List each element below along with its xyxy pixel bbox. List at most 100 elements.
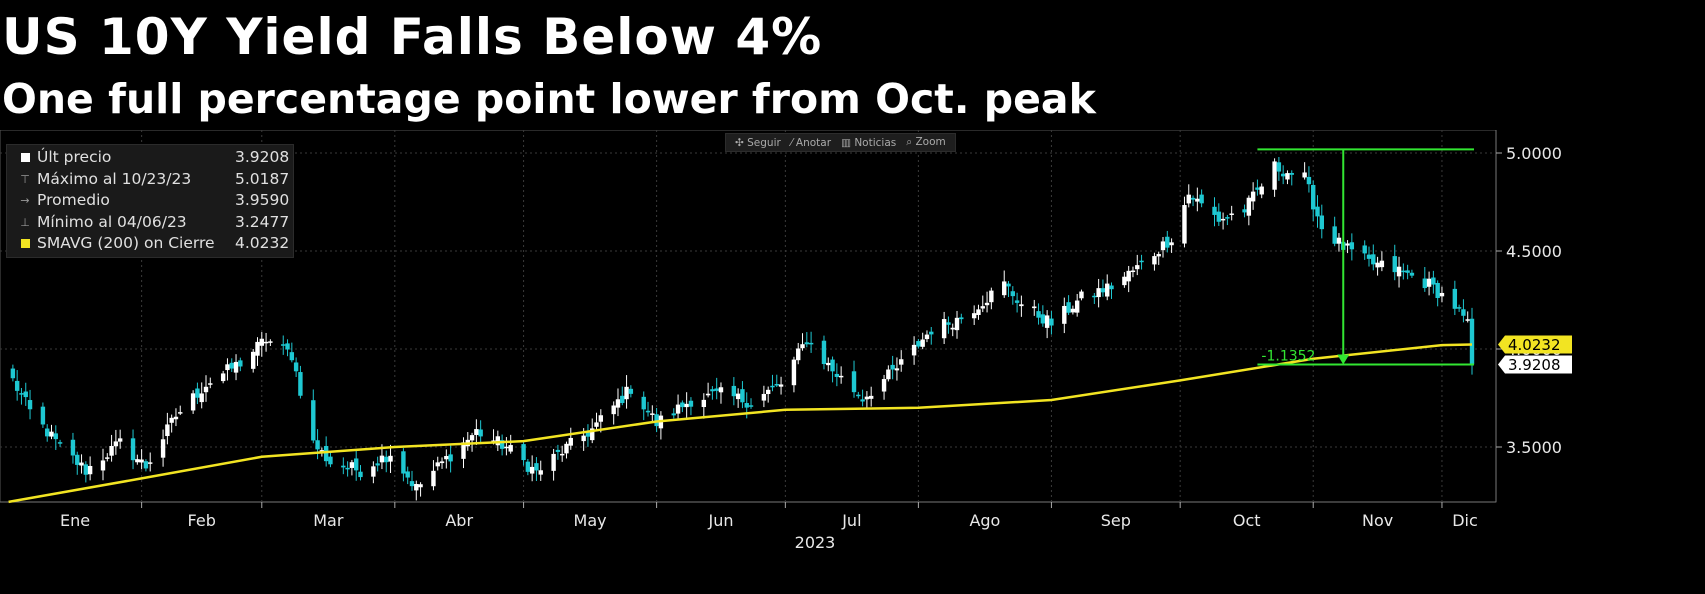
candle-body <box>555 449 561 452</box>
candle-body <box>611 405 616 415</box>
candle-body <box>358 471 363 478</box>
candle-body <box>735 393 741 400</box>
drop-arrow-head <box>1337 354 1350 365</box>
candle-body <box>268 341 273 343</box>
candle-body <box>1019 304 1024 307</box>
x-tick-label: Nov <box>1362 511 1393 530</box>
candle-body <box>1345 243 1350 246</box>
candle-body <box>675 404 681 414</box>
candle-body <box>220 373 226 382</box>
candle-body <box>1135 265 1140 270</box>
y-tick-label: 3.5000 <box>1506 438 1562 457</box>
candle-body <box>109 445 114 456</box>
legend-row-min: ⊥ Mínimo al 04/06/23 3.2477 <box>7 212 293 234</box>
candle-body <box>954 317 960 331</box>
candle-body <box>388 455 393 462</box>
candle-body <box>1190 197 1196 200</box>
candle-body <box>401 451 406 474</box>
candle-body <box>959 317 964 320</box>
candle-body <box>1212 206 1217 215</box>
candle-body <box>1259 186 1264 195</box>
candle-body <box>311 400 316 441</box>
candle-body <box>1100 288 1106 293</box>
candle-body <box>349 462 355 468</box>
legend-label: Mínimo al 04/06/23 <box>37 212 187 231</box>
candle-body <box>1435 282 1440 299</box>
candle-body <box>285 343 290 350</box>
candle-body <box>233 361 239 373</box>
candle-body <box>1375 262 1380 268</box>
candle-body <box>731 385 737 397</box>
x-tick-label: May <box>574 511 607 530</box>
x-tick-label: Jul <box>841 511 861 530</box>
candle-body <box>1186 194 1191 204</box>
candle-body <box>834 373 840 377</box>
candle-body <box>225 364 230 371</box>
candle-body <box>765 389 771 395</box>
candle-body <box>469 435 475 441</box>
candle-body <box>594 422 599 427</box>
candle-body <box>323 446 329 462</box>
chart-legend: Últ precio 3.9208 ⊤ Máximo al 10/23/23 5… <box>6 144 294 258</box>
candle-body <box>255 341 260 356</box>
candle-body <box>984 302 990 306</box>
last-price-tag: 3.9208 <box>1508 356 1561 374</box>
chart-toolbar: ✣ Seguir ⁄ Anotar ▥ Noticias ⌕ Zoom <box>725 133 956 152</box>
candle-body <box>1199 194 1204 204</box>
candle-body <box>298 372 303 396</box>
candle-body <box>40 406 46 425</box>
candle-body <box>1070 308 1076 313</box>
news-button[interactable]: ▥ Noticias <box>841 136 897 149</box>
candle-body <box>173 416 179 420</box>
candle-body <box>353 458 359 471</box>
candle-body <box>1289 172 1294 175</box>
candle-body <box>864 396 870 400</box>
candle-body <box>826 362 831 366</box>
candle-body <box>105 457 110 459</box>
candle-body <box>585 432 591 437</box>
candle-body <box>45 428 50 437</box>
candle-body <box>1040 314 1046 324</box>
annotate-button[interactable]: ⁄ Anotar <box>790 136 832 149</box>
candle-body <box>1126 270 1131 282</box>
legend-value: 3.9590 <box>235 191 290 209</box>
candle-body <box>890 364 895 370</box>
x-tick-label: Oct <box>1233 511 1261 530</box>
candle-body <box>238 360 243 367</box>
candle-body <box>49 431 54 437</box>
chart-title: US 10Y Yield Falls Below 4% <box>2 8 823 66</box>
candle-body <box>1130 270 1136 273</box>
candle-body <box>559 453 565 456</box>
candle-body <box>718 387 724 393</box>
candle-body <box>856 394 861 397</box>
candle-body <box>598 415 604 422</box>
candle-body <box>1465 319 1470 321</box>
candle-body <box>379 455 385 463</box>
candle-body <box>1002 281 1007 296</box>
last-price-tag-bg <box>1498 355 1572 374</box>
candle-body <box>1010 291 1016 297</box>
candle-body <box>941 319 947 339</box>
candle-body <box>744 403 749 408</box>
candle-body <box>628 388 634 394</box>
candle-body <box>1255 187 1260 190</box>
candle-body <box>1379 260 1385 268</box>
candle-body <box>10 368 16 379</box>
candle-body <box>1272 161 1277 190</box>
candle-body <box>950 327 955 330</box>
candle-body <box>615 399 621 408</box>
candle-body <box>1311 184 1316 210</box>
candle-body <box>800 344 805 349</box>
candle-body <box>881 379 887 392</box>
zoom-button[interactable]: ⌕ Zoom <box>906 136 946 148</box>
candle-body <box>976 309 981 315</box>
x-tick-label: Abr <box>445 511 473 530</box>
legend-value: 3.9208 <box>235 148 290 166</box>
follow-button[interactable]: ✣ Seguir <box>735 136 781 149</box>
candle-body <box>461 442 466 459</box>
candle-body <box>1246 197 1252 216</box>
x-tick-label: Sep <box>1101 511 1131 530</box>
candle-body <box>504 446 509 449</box>
candle-body <box>439 461 445 464</box>
candle-body <box>345 467 350 470</box>
